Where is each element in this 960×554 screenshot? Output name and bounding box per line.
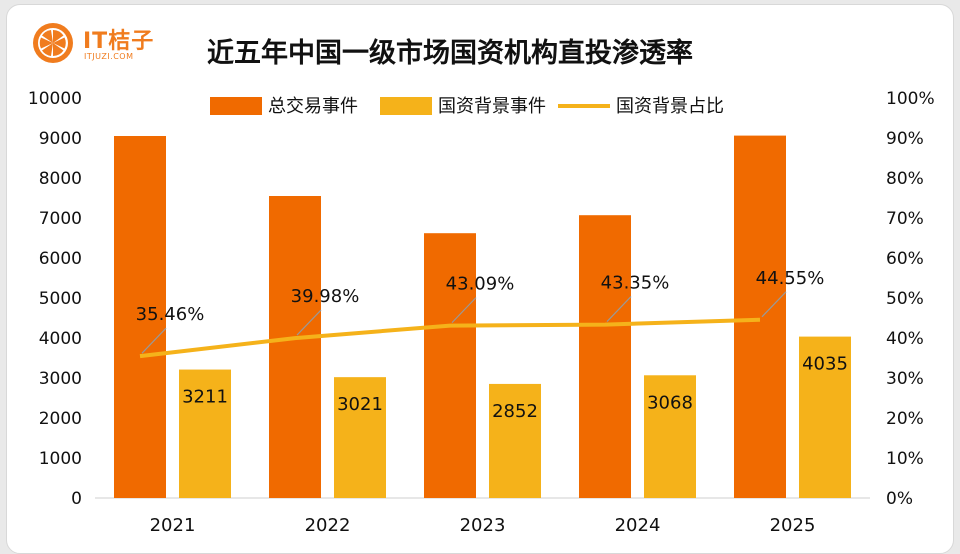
logo-domain-text: ITJUZI.COM	[84, 52, 134, 61]
line-state-share	[139, 317, 761, 359]
y-axis-right: 0% 10% 20% 30% 40% 50% 60% 70% 80% 90% 100%	[886, 89, 935, 509]
label-leader-line	[451, 297, 477, 324]
label-leader-line	[606, 296, 632, 323]
y-right-tick-label: 40%	[886, 329, 924, 349]
y-right-tick-label: 20%	[886, 409, 924, 429]
bar-state-deals	[799, 336, 851, 498]
line-series	[139, 317, 761, 359]
y-left-tick-label: 7000	[39, 209, 82, 229]
legend-item-total-deals: 总交易事件	[268, 96, 358, 117]
bar-series	[114, 135, 851, 498]
bar-value-label: 3068	[647, 392, 693, 413]
y-axis-left: 0 1000 2000 3000 4000 5000 6000 7000 8000 9000 100…	[28, 89, 82, 509]
legend-item-state-share: 国资背景占比	[616, 96, 724, 117]
legend-swatch	[380, 97, 432, 115]
y-right-tick-label: 80%	[886, 169, 924, 189]
y-right-tick-label: 100%	[886, 89, 935, 109]
bar-total-deals	[114, 136, 166, 498]
label-leader-line	[296, 309, 322, 336]
chart-legend: 总交易事件 国资背景事件 国资背景占比	[210, 96, 724, 117]
y-left-tick-label: 1000	[39, 449, 82, 469]
bar-state-deals	[644, 375, 696, 498]
bar-total-deals	[424, 233, 476, 498]
line-value-label: 43.09%	[446, 274, 515, 295]
bar-total-deals	[269, 196, 321, 498]
bar-value-label: 3211	[182, 387, 228, 408]
x-tick-label: 2021	[150, 515, 196, 536]
y-left-tick-label: 2000	[39, 409, 82, 429]
y-left-tick-label: 3000	[39, 369, 82, 389]
bar-value-label: 3021	[337, 394, 383, 415]
y-left-tick-label: 6000	[39, 249, 82, 269]
y-left-tick-label: 4000	[39, 329, 82, 349]
legend-item-state-deals: 国资背景事件	[438, 96, 546, 117]
label-leader-line	[761, 291, 787, 318]
y-right-tick-label: 60%	[886, 249, 924, 269]
line-value-label: 43.35%	[601, 273, 670, 294]
chart-title: 近五年中国一级市场国资机构直投渗透率	[207, 38, 693, 69]
y-right-tick-label: 30%	[886, 369, 924, 389]
bar-total-deals	[579, 215, 631, 498]
line-value-label: 39.98%	[291, 286, 360, 307]
bar-state-deals	[179, 369, 231, 498]
y-left-tick-label: 9000	[39, 129, 82, 149]
label-leader-line	[141, 327, 167, 354]
orange-slice-icon	[33, 23, 73, 63]
y-right-tick-label: 70%	[886, 209, 924, 229]
data-labels: 3211 3021 2852 3068 4035 35.46% 39.98% 43.09% 43…	[136, 268, 848, 422]
logo-brand-text: IT桔子	[83, 29, 155, 54]
x-axis: 2021 2022 2023 2024 2025	[95, 497, 870, 536]
bar-state-deals	[489, 383, 541, 498]
bar-value-label: 4035	[802, 354, 848, 375]
y-right-tick-label: 50%	[886, 289, 924, 309]
bar-total-deals	[734, 135, 786, 498]
line-value-label: 35.46%	[136, 304, 205, 325]
x-tick-label: 2024	[615, 515, 661, 536]
bar-state-deals	[334, 377, 386, 498]
itjuzi-logo: IT桔子 ITJUZI.COM	[31, 19, 161, 69]
x-tick-label: 2025	[770, 515, 816, 536]
y-left-tick-label: 5000	[39, 289, 82, 309]
x-tick-label: 2022	[305, 515, 351, 536]
y-right-tick-label: 0%	[886, 489, 913, 509]
y-left-tick-label: 10000	[28, 89, 82, 109]
legend-swatch	[210, 97, 262, 115]
line-value-label: 44.55%	[756, 268, 825, 289]
bar-value-label: 2852	[492, 401, 538, 422]
y-right-tick-label: 10%	[886, 449, 924, 469]
y-right-tick-label: 90%	[886, 129, 924, 149]
y-left-tick-label: 0	[71, 489, 82, 509]
y-left-tick-label: 8000	[39, 169, 82, 189]
x-tick-label: 2023	[460, 515, 506, 536]
